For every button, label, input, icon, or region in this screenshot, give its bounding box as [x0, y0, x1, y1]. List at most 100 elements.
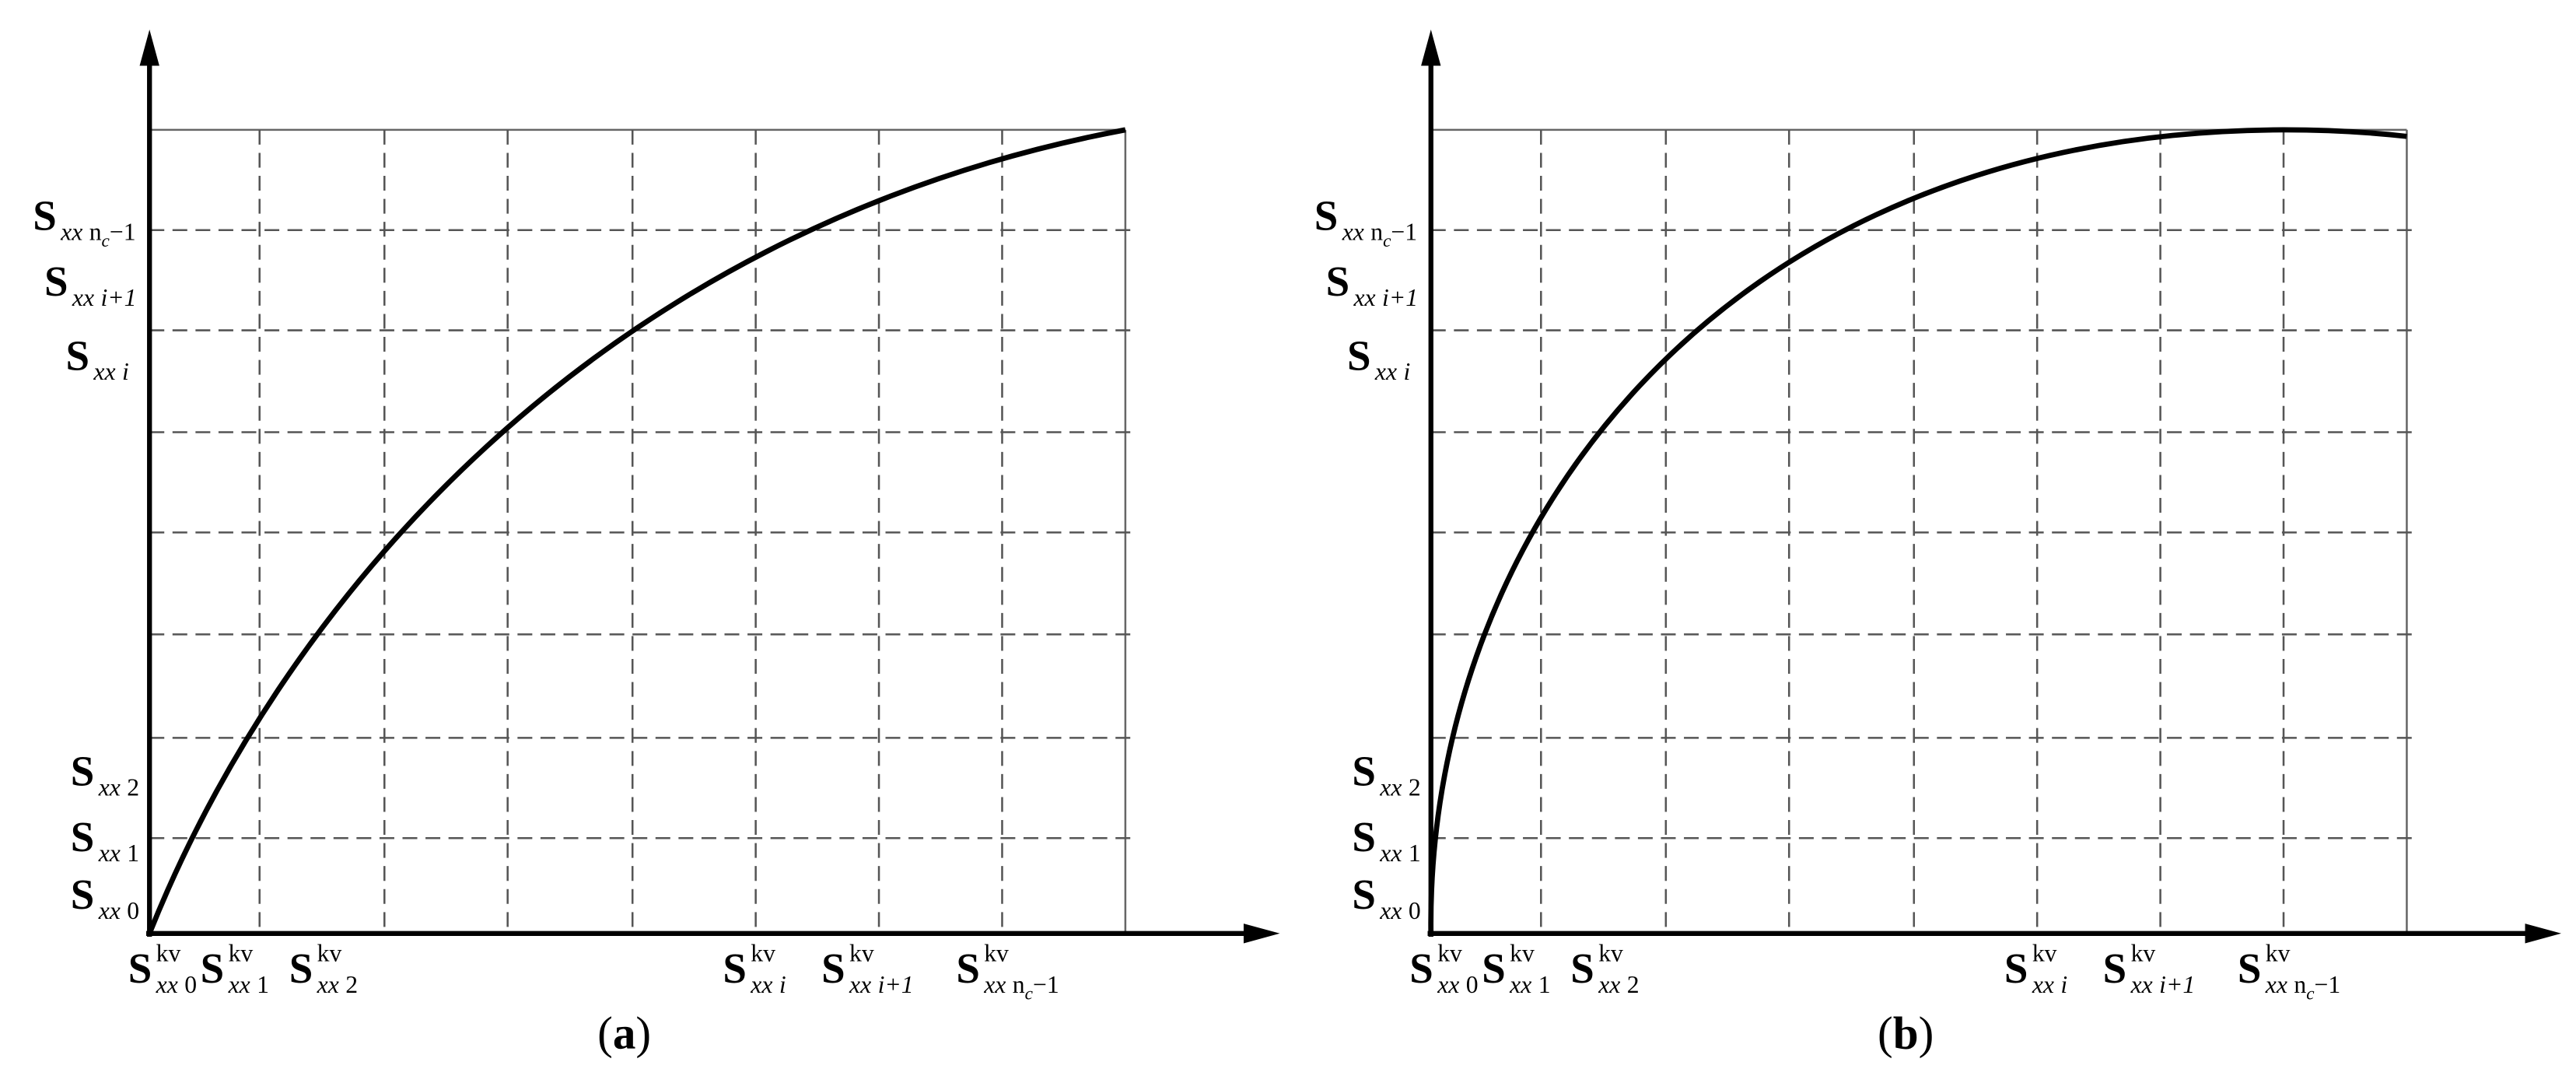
label-index-sub: c [1025, 983, 1034, 1004]
label-index: i+1 [101, 284, 137, 311]
label-base: S [65, 331, 89, 379]
panel-label-letter: b [1893, 1008, 1919, 1059]
label-index: 2 [345, 971, 358, 998]
label-index: i [1404, 358, 1411, 385]
label-index-sub: c [102, 231, 110, 251]
x-arrow [2525, 924, 2561, 944]
label-sub: xx [317, 971, 339, 998]
label-sup: kv [1437, 940, 1462, 967]
label-base: S [821, 945, 845, 992]
label-sub: xx [72, 284, 94, 311]
y-arrow [1421, 30, 1441, 66]
label-index: i [122, 358, 129, 385]
label-base: S [2238, 945, 2262, 992]
label-tail: −1 [1033, 971, 1059, 998]
label-base: S [1347, 331, 1371, 379]
label-sub: xx [1437, 971, 1459, 998]
y-arrow [139, 30, 159, 66]
label-sub: xx [983, 971, 1006, 998]
label-base: S [1314, 192, 1339, 240]
label-base: S [128, 945, 152, 992]
label-tail: −1 [110, 218, 136, 245]
label-sub: xx [1342, 218, 1364, 245]
label-index-sub: c [2306, 983, 2315, 1004]
label-sub: xx [1509, 971, 1531, 998]
label-index: i+1 [2159, 971, 2195, 998]
label-tail: −1 [1391, 218, 1417, 245]
label-base: S [71, 813, 95, 860]
x-arrow [1243, 924, 1280, 944]
label-sub: xx [1379, 839, 1402, 867]
label-base: S [71, 748, 95, 795]
label-index: 2 [1627, 971, 1640, 998]
label-base: S [2103, 945, 2127, 992]
label-index: i [2060, 971, 2067, 998]
label-index: 1 [1538, 971, 1551, 998]
label-base: S [1409, 945, 1433, 992]
label-sup: kv [751, 940, 775, 967]
panel-label: (a) [597, 1008, 651, 1059]
label-sub: xx [1374, 358, 1397, 385]
label-sub: xx [1379, 773, 1402, 801]
label-index: 1 [1409, 839, 1421, 867]
label-base: S [1352, 813, 1376, 860]
label-sub: xx [1379, 897, 1402, 924]
label-index: 2 [127, 773, 139, 801]
label-sup: kv [2266, 940, 2291, 967]
label-index: n [1370, 218, 1383, 245]
label-index: 2 [1409, 773, 1421, 801]
panel-label-close: ) [635, 1008, 651, 1059]
label-sup: kv [984, 940, 1009, 967]
label-sup: kv [229, 940, 254, 967]
label-index: n [2294, 971, 2306, 998]
label-base: S [201, 945, 225, 992]
label-base: S [44, 258, 68, 305]
panel-label-letter: a [613, 1008, 636, 1059]
label-sub: xx [2130, 971, 2153, 998]
label-sub: xx [228, 971, 250, 998]
label-base: S [289, 945, 313, 992]
label-sub: xx [93, 358, 115, 385]
label-index: i+1 [878, 971, 914, 998]
label-sub: xx [98, 839, 121, 867]
panel-label-close: ) [1919, 1008, 1934, 1059]
label-sup: kv [317, 940, 342, 967]
label-base: S [1570, 945, 1594, 992]
label-base: S [33, 192, 57, 240]
label-index: 0 [1409, 897, 1421, 924]
label-base: S [2004, 945, 2028, 992]
label-index: n [1013, 971, 1025, 998]
label-sub: xx [98, 773, 121, 801]
label-index: i [779, 971, 786, 998]
label-base: S [71, 871, 95, 918]
label-sub: xx [1598, 971, 1620, 998]
label-sup: kv [1510, 940, 1535, 967]
label-sup: kv [2032, 940, 2057, 967]
label-tail: −1 [2315, 971, 2341, 998]
label-base: S [1352, 748, 1376, 795]
label-sub: xx [1353, 284, 1375, 311]
label-sub: xx [2265, 971, 2287, 998]
label-sup: kv [849, 940, 874, 967]
curve [1428, 127, 2407, 934]
